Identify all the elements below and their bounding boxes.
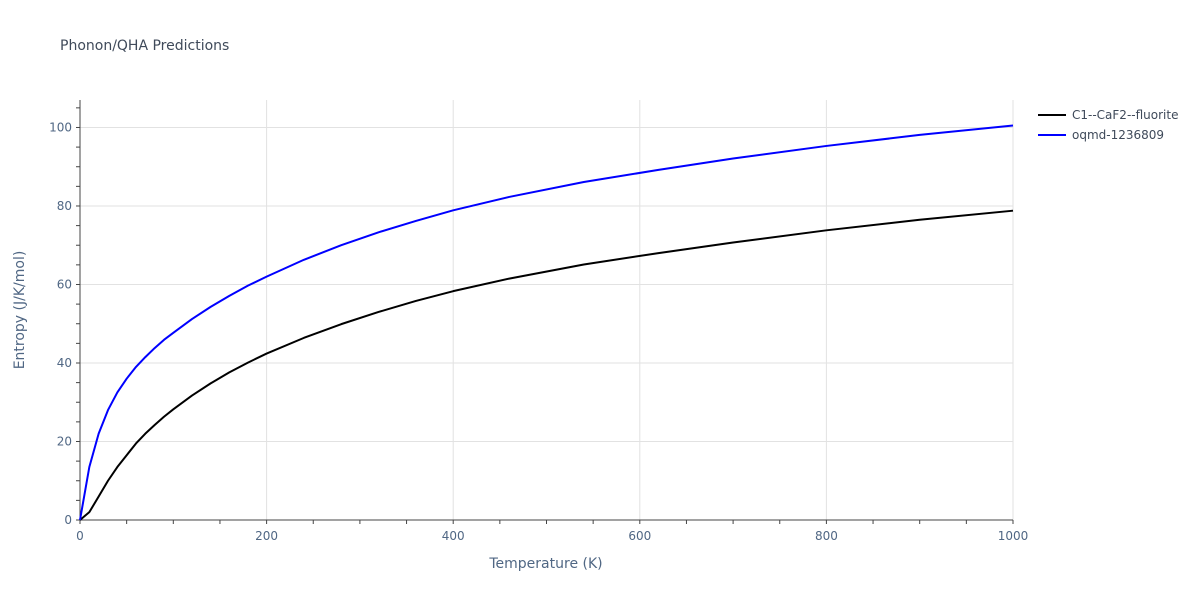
axes <box>76 100 1014 524</box>
y-tick-labels: 0 20 40 60 80 100 <box>49 120 72 527</box>
legend-label-2: oqmd-1236809 <box>1072 128 1164 142</box>
y-tick-label: 100 <box>49 120 72 134</box>
y-tick-label: 20 <box>57 434 72 448</box>
y-axis-label: Entropy (J/K/mol) <box>12 251 28 370</box>
x-tick-label: 0 <box>76 529 84 543</box>
legend-label-1: C1--CaF2--fluorite <box>1072 108 1178 122</box>
x-axis-label: Temperature (K) <box>488 556 602 572</box>
x-tick-label: 1000 <box>998 529 1029 543</box>
x-tick-label: 400 <box>442 529 465 543</box>
x-tick-label: 800 <box>815 529 838 543</box>
chart-title: Phonon/QHA Predictions <box>60 38 229 54</box>
series-lines <box>79 124 1014 521</box>
y-tick-label: 80 <box>57 199 72 213</box>
series-line-2 <box>79 124 1014 521</box>
x-tick-label: 600 <box>628 529 651 543</box>
y-tick-label: 40 <box>57 356 72 370</box>
x-tick-labels: 0 200 400 600 800 1000 <box>76 529 1028 543</box>
legend: C1--CaF2--fluorite oqmd-1236809 <box>1038 108 1178 142</box>
x-tick-label: 200 <box>255 529 278 543</box>
grid <box>80 100 1014 520</box>
y-tick-label: 0 <box>64 513 72 527</box>
y-tick-label: 60 <box>57 277 72 291</box>
series-line-1 <box>79 209 1014 521</box>
